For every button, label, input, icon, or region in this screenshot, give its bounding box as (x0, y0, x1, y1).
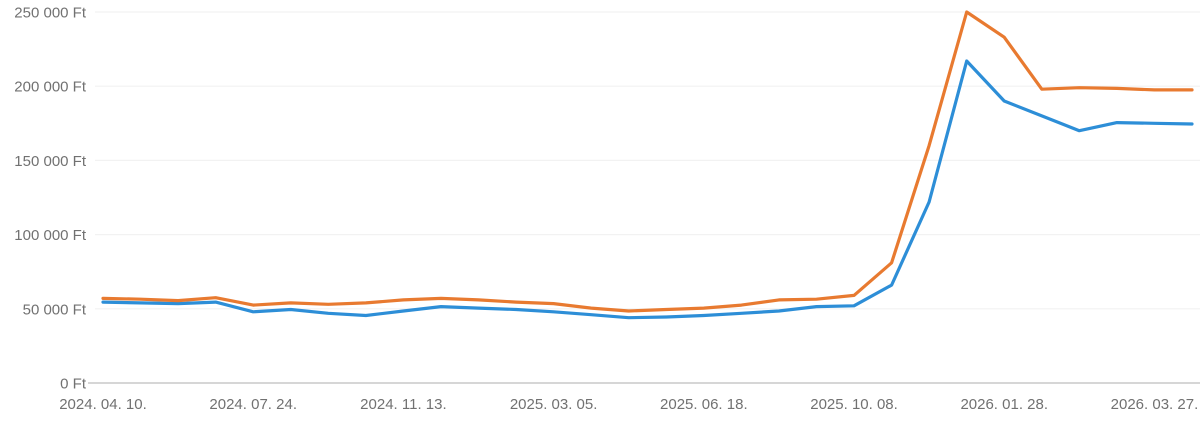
x-axis-label: 2024. 11. 13. (360, 396, 446, 413)
x-axis-label: 2026. 01. 28. (960, 396, 1048, 413)
y-axis-label: 250 000 Ft (14, 5, 87, 22)
y-axis-label: 150 000 Ft (14, 153, 87, 170)
y-axis-label: 0 Ft (60, 376, 87, 393)
y-axis-label: 200 000 Ft (14, 79, 87, 96)
upper-orange-line (101, 10, 1194, 313)
x-axis-label: 2025. 10. 08. (810, 396, 898, 413)
x-axis-label: 2025. 03. 05. (510, 396, 598, 413)
x-axis-label: 2024. 04. 10. (59, 396, 147, 413)
lower-blue-line (101, 59, 1194, 320)
y-axis-label: 100 000 Ft (14, 227, 87, 244)
x-axis-label: 2025. 06. 18. (660, 396, 748, 413)
y-axis-label: 50 000 Ft (23, 301, 87, 318)
x-axis-label: 2026. 03. 27. (1111, 396, 1199, 413)
x-axis-label: 2024. 07. 24. (209, 396, 297, 413)
